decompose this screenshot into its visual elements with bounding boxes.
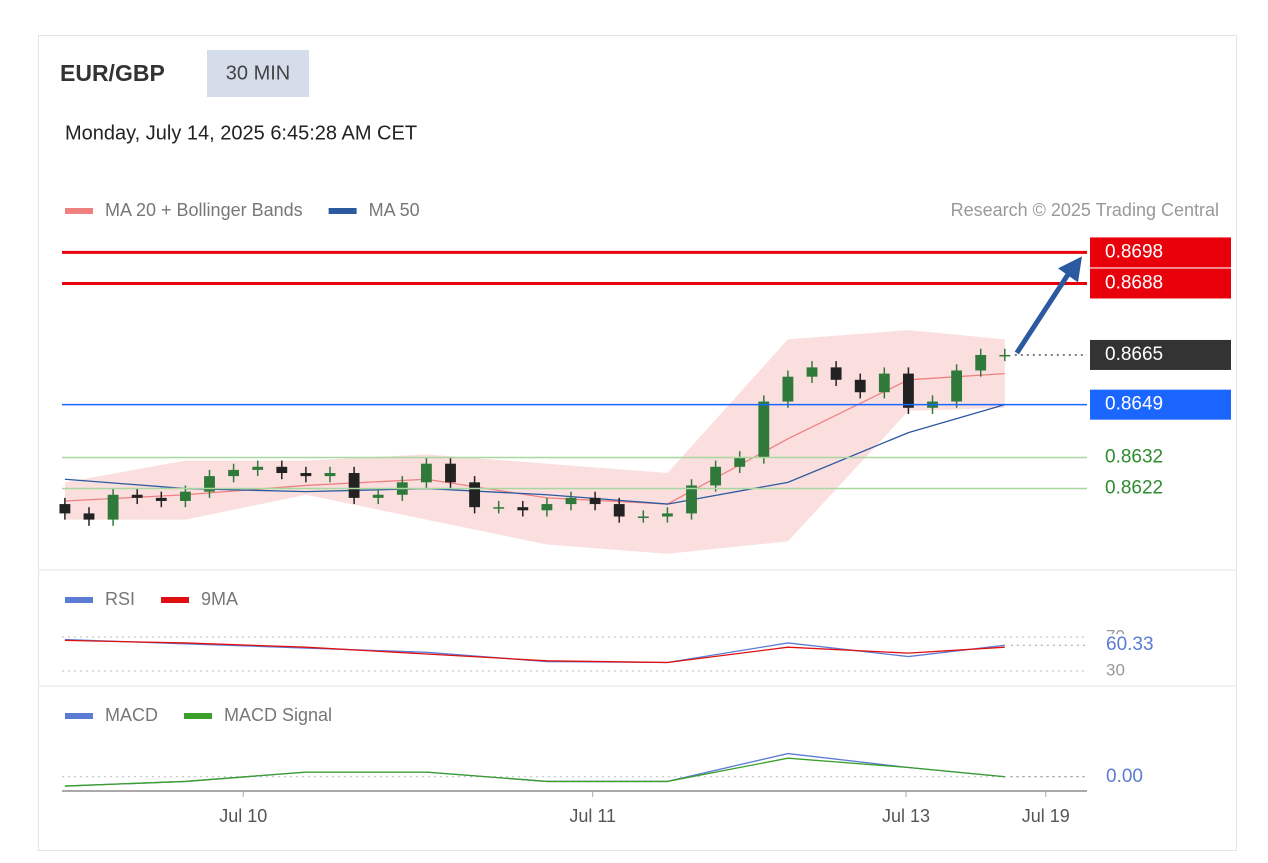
level-label: 0.8649 [1105,394,1163,415]
level-label: 0.8665 [1105,344,1163,365]
candle-body [372,494,384,498]
legend-label: MACD Signal [224,705,332,725]
moving-average [64,404,1006,505]
candle-body [613,504,625,517]
legend-label: 9MA [201,589,238,609]
candle-body [300,473,312,477]
level-box [1090,268,1231,299]
card [38,35,1237,851]
target-arrow [1014,267,1075,355]
candle-body [758,401,770,458]
candle-body [107,494,119,520]
legend-swatch [328,208,357,214]
level-box [1090,237,1231,268]
x-tick-label: Jul 13 [882,806,930,826]
candle-body [565,497,577,505]
candle-body [686,485,697,514]
x-tick-label: Jul 11 [569,806,616,826]
candle-body [324,473,336,477]
candle-body [228,469,240,477]
current-value-label: 0.00 [1106,766,1143,787]
candle-body [589,497,601,505]
legend-swatch [65,713,93,719]
legend-swatch [65,208,93,214]
candle-body [878,373,890,393]
candle-body [348,473,360,498]
candle-body [83,513,95,520]
candle-body [59,504,71,514]
candle-body [661,513,673,517]
candle-body [445,463,456,483]
candle-body [782,376,794,402]
level-label: 0.8698 [1105,241,1163,262]
candle-body [830,367,842,380]
level-label: 0.8688 [1105,273,1163,294]
candle-body [179,491,191,501]
level-box [1090,339,1231,370]
candle-body [420,463,432,483]
legend-label: RSI [105,589,135,609]
legend-label: MACD [105,705,158,725]
target-arrowhead [1058,256,1082,283]
candle-body [155,497,167,501]
current-value-label: 60.33 [1106,634,1154,655]
candle-body [975,354,987,371]
candle-body [951,370,963,402]
candle-body [493,507,505,509]
candle-body [999,354,1011,357]
value-label-bg [1100,634,1170,657]
x-tick-label: Jul 10 [219,806,267,826]
level-box [1090,389,1231,420]
candle-body [204,476,215,492]
legend-swatch [161,597,190,603]
date: Monday, July 14, 2025 6:45:28 AM CET [65,122,417,144]
moving-average [64,372,1005,505]
candle-body [469,482,481,508]
candle-body [637,516,649,519]
candle-body [854,379,866,393]
candle-body [517,507,529,511]
timeframe-badge [207,50,309,97]
candle-body [252,466,264,470]
timeframe: 30 MIN [226,62,290,84]
legend-swatch [65,597,93,603]
y-tick-label: 30 [1106,660,1125,679]
candle-body [131,494,143,498]
candle-body [276,466,288,474]
candle-body [710,466,722,486]
indicator-line [64,757,1005,787]
level-label: 0.8632 [1105,446,1163,467]
candle-body [734,457,746,467]
legend-label: MA 50 [369,200,420,220]
level-label: 0.8622 [1105,478,1163,499]
candle-body [902,373,914,408]
bollinger-band [64,330,1005,554]
indicator-line [64,639,1005,664]
candle-body [541,504,553,511]
legend-label: MA 20 + Bollinger Bands [105,200,303,220]
indicator-line [64,638,1005,664]
credit: Research © 2025 Trading Central [951,200,1219,220]
legend-swatch [184,713,212,719]
value-label-bg [1100,765,1170,788]
candle-body [806,367,818,377]
x-tick-label: Jul 19 [1022,806,1070,826]
title: EUR/GBP [60,60,165,86]
